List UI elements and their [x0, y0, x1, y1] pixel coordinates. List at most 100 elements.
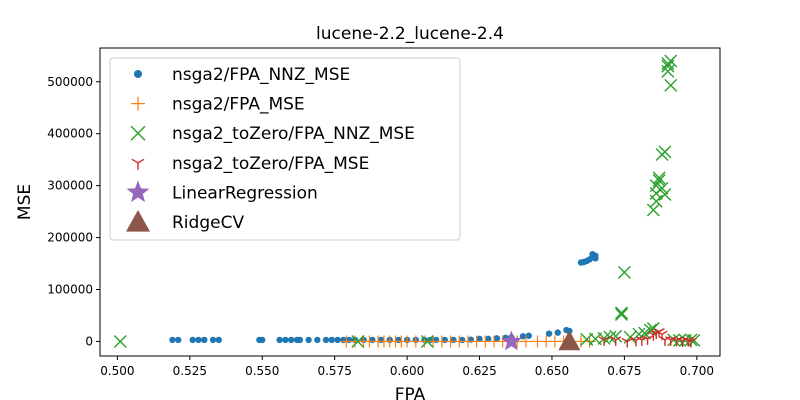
data-point [642, 335, 654, 345]
x-tick-label: 0.675 [607, 364, 641, 378]
data-point [345, 336, 353, 344]
legend-marker [130, 125, 146, 141]
legend: nsga2/FPA_NNZ_MSE nsga2/FPA_MSE nsga2_toZe… [109, 57, 461, 241]
data-point [617, 265, 631, 279]
data-point [658, 187, 672, 201]
x-tick-label: 0.525 [173, 364, 207, 378]
data-point [621, 337, 633, 348]
data-point [609, 329, 623, 343]
data-point [296, 336, 304, 344]
x-axis: 0.500 0.525 0.550 0.575 0.600 0.625 0.650 0.675… [100, 356, 714, 378]
data-point [655, 181, 669, 195]
legend-label: LinearRegression [172, 183, 318, 203]
data-point [476, 335, 483, 343]
data-point [322, 336, 330, 344]
data-point [276, 336, 283, 344]
data-point [189, 336, 196, 344]
x-tick-label: 0.600 [390, 364, 424, 378]
data-point [684, 333, 698, 347]
data-point [441, 336, 448, 344]
data-point [597, 331, 611, 345]
axes-frame [99, 47, 721, 357]
data-point [652, 173, 666, 187]
y-tick-label: 300000 [47, 179, 93, 193]
legend-marker [131, 96, 145, 111]
data-point [558, 330, 581, 351]
legend-box [109, 57, 461, 241]
x-axis-label: FPA [395, 385, 426, 400]
data-point [175, 336, 182, 344]
data-point [525, 332, 532, 339]
data-point [615, 306, 628, 320]
data-point [201, 336, 208, 344]
data-point [554, 329, 561, 336]
legend-marker [134, 70, 142, 78]
data-point [209, 336, 217, 344]
data-point [420, 334, 434, 348]
data-point [603, 330, 617, 344]
legend-label: nsga2/FPA_NNZ_MSE [172, 65, 350, 85]
data-point [334, 336, 341, 344]
data-point [685, 337, 697, 348]
plot-area [113, 54, 701, 351]
legend-marker [126, 180, 150, 203]
data-point [632, 327, 646, 341]
data-point [432, 336, 440, 344]
data-point [351, 334, 365, 348]
data-point [519, 335, 532, 348]
y-tick-label: 500000 [47, 75, 93, 89]
data-point [288, 336, 295, 344]
series-tri [598, 327, 697, 348]
data-point [615, 307, 628, 321]
x-tick-label: 0.550 [245, 364, 279, 378]
series-triangle [558, 330, 581, 351]
series-star [500, 330, 522, 351]
data-point [667, 333, 681, 347]
data-point [658, 145, 672, 159]
y-axis: 0 100000 200000 300000 400000 500000 [47, 75, 100, 348]
data-point [282, 336, 289, 344]
data-point [215, 336, 222, 344]
data-point [314, 336, 321, 344]
y-tick-label: 100000 [47, 283, 93, 297]
data-point [656, 330, 668, 341]
data-point [646, 203, 660, 217]
legend-label: nsga2_toZero/FPA_NNZ_MSE [172, 124, 415, 144]
data-point [664, 54, 678, 68]
data-point [519, 333, 527, 340]
data-point [450, 336, 457, 344]
y-tick-label: 400000 [47, 127, 93, 141]
data-point [169, 336, 176, 344]
x-tick-label: 0.700 [680, 364, 714, 378]
data-point [493, 335, 501, 342]
data-point [630, 336, 642, 347]
data-point [652, 171, 666, 185]
x-tick-label: 0.625 [462, 364, 496, 378]
data-point [305, 336, 312, 344]
data-point [592, 252, 599, 259]
chart-title: lucene-2.2_lucene-2.4 [316, 24, 504, 44]
legend-label: nsga2/FPA_MSE [172, 95, 305, 115]
y-axis-label: MSE [15, 184, 35, 220]
y-tick-label: 200000 [47, 231, 93, 245]
data-point [458, 336, 466, 344]
data-point [395, 336, 402, 344]
legend-label: nsga2_toZero/FPA_MSE [172, 154, 369, 174]
data-point [664, 78, 678, 92]
x-tick-label: 0.575 [317, 364, 351, 378]
x-tick-label: 0.650 [535, 364, 569, 378]
legend-label: RidgeCV [172, 213, 244, 233]
data-point [369, 336, 376, 344]
y-tick-label: 0 [85, 334, 93, 348]
data-point [113, 334, 127, 348]
legend-marker [131, 158, 145, 170]
data-point [545, 330, 553, 337]
data-point [485, 335, 492, 343]
data-point [598, 336, 610, 346]
legend-marker [126, 210, 150, 232]
data-point [259, 336, 266, 344]
data-point [328, 336, 335, 344]
data-point [195, 336, 202, 344]
x-tick-label: 0.500 [100, 364, 134, 378]
